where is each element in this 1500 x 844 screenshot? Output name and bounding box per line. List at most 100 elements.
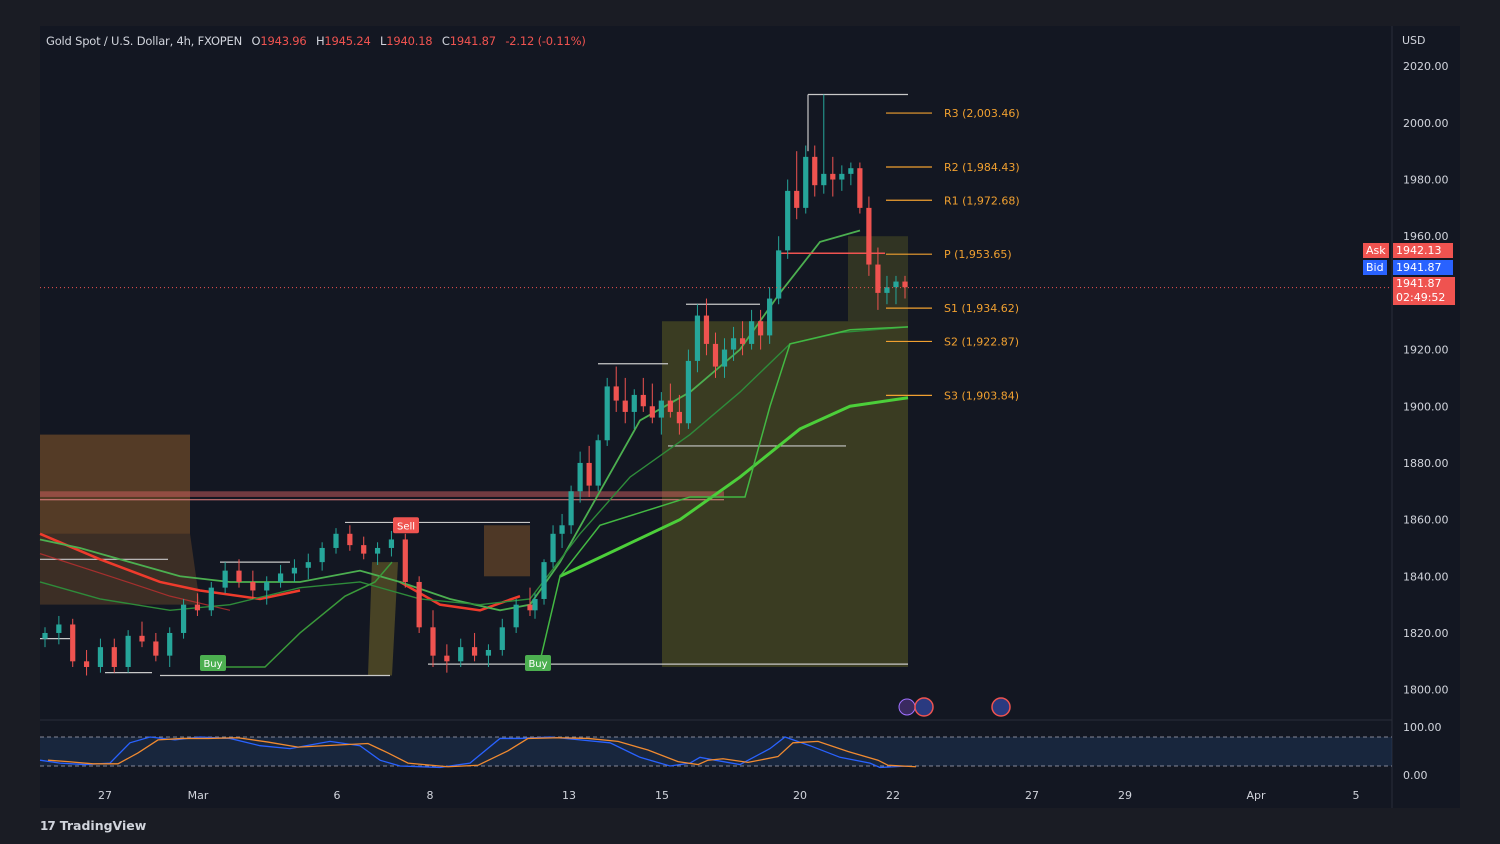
candle-body[interactable]	[658, 400, 664, 418]
candle-body[interactable]	[291, 567, 298, 574]
us-flag-icon[interactable]	[991, 697, 1011, 717]
y-tick-label: 1960.00	[1403, 230, 1449, 243]
candle-body[interactable]	[812, 156, 818, 186]
candle-body[interactable]	[640, 394, 646, 407]
candle-body[interactable]	[785, 190, 791, 251]
candle-body[interactable]	[97, 647, 104, 667]
candle-body[interactable]	[902, 281, 908, 288]
candle-body[interactable]	[613, 386, 619, 401]
tradingview-branding[interactable]: 17 TradingView	[40, 818, 146, 833]
candle-body[interactable]	[347, 533, 353, 546]
candle-body[interactable]	[208, 587, 214, 611]
candle-body[interactable]	[577, 462, 583, 492]
candle-body[interactable]	[776, 250, 782, 299]
candle-body[interactable]	[194, 604, 201, 611]
candle-body[interactable]	[631, 394, 637, 412]
tradingview-text: TradingView	[59, 818, 147, 833]
candle-body[interactable]	[532, 598, 538, 611]
signal-badge[interactable]	[393, 517, 419, 534]
symbol-title[interactable]: Gold Spot / U.S. Dollar, 4h, FXOPEN	[46, 34, 243, 48]
candle-body[interactable]	[70, 624, 76, 662]
candle-body[interactable]	[568, 491, 574, 526]
signal-badge[interactable]	[525, 655, 551, 671]
candle-body[interactable]	[180, 604, 187, 633]
candle-body[interactable]	[236, 570, 242, 582]
candle-body[interactable]	[111, 647, 117, 667]
candle-body[interactable]	[685, 360, 692, 424]
candle-body[interactable]	[712, 343, 719, 367]
candle-body[interactable]	[794, 190, 800, 208]
candle-body[interactable]	[857, 168, 863, 208]
candle-body[interactable]	[758, 321, 764, 336]
lightning-icon[interactable]	[898, 698, 916, 716]
candle-body[interactable]	[604, 386, 610, 441]
candle-body[interactable]	[42, 632, 48, 639]
candle-body[interactable]	[56, 624, 62, 633]
open-value: 1943.96	[260, 34, 307, 48]
candle-body[interactable]	[250, 581, 256, 591]
candle-body[interactable]	[471, 647, 478, 656]
candle-body[interactable]	[694, 315, 701, 361]
candle-body[interactable]	[402, 539, 408, 582]
candle-body[interactable]	[361, 545, 367, 554]
candle-body[interactable]	[222, 570, 228, 588]
us-flag-icon[interactable]	[914, 697, 934, 717]
currency-label[interactable]: USD	[1402, 34, 1426, 47]
candle-body[interactable]	[550, 533, 556, 563]
candle-body[interactable]	[388, 539, 395, 548]
candle-body[interactable]	[748, 321, 755, 344]
candle-body[interactable]	[821, 173, 827, 186]
candle-body[interactable]	[499, 627, 505, 650]
ema-slow-line	[559, 396, 909, 578]
signal-badge[interactable]	[200, 655, 226, 671]
candle-body[interactable]	[721, 349, 728, 367]
candle-body[interactable]	[730, 338, 737, 350]
y-tick-label: 2000.00	[1403, 117, 1449, 130]
candle-body[interactable]	[595, 440, 601, 486]
pivot-label: R2 (1,984.43)	[944, 161, 1020, 174]
candle-body[interactable]	[319, 547, 325, 563]
candle-body[interactable]	[485, 649, 492, 656]
candle-body[interactable]	[264, 581, 270, 591]
candle-body[interactable]	[559, 525, 565, 534]
candle-body[interactable]	[739, 338, 746, 344]
candle-body[interactable]	[848, 168, 854, 174]
candle-body[interactable]	[139, 635, 145, 642]
change-value: -2.12 (-0.11%)	[505, 34, 586, 48]
candle-body[interactable]	[839, 173, 845, 180]
candle-body[interactable]	[333, 533, 339, 548]
candle-body[interactable]	[875, 264, 881, 293]
candle-body[interactable]	[893, 281, 899, 288]
oscillator-tick-label: 100.00	[1403, 721, 1442, 734]
ask-price: 1942.13	[1393, 243, 1453, 258]
candle-body[interactable]	[767, 298, 773, 336]
candle-body[interactable]	[676, 411, 682, 424]
candle-body[interactable]	[527, 604, 533, 611]
candle-body[interactable]	[416, 581, 422, 628]
candle-body[interactable]	[167, 632, 173, 656]
candle-body[interactable]	[83, 661, 90, 667]
candle-body[interactable]	[458, 647, 464, 662]
supertrend-line	[539, 326, 909, 662]
candle-body[interactable]	[125, 635, 131, 667]
candle-body[interactable]	[667, 400, 673, 412]
candle-body[interactable]	[430, 627, 436, 656]
candle-body[interactable]	[803, 156, 809, 208]
candle-body[interactable]	[884, 287, 890, 293]
candle-body[interactable]	[586, 462, 592, 486]
candle-body[interactable]	[866, 207, 872, 265]
high-value: 1945.24	[324, 34, 371, 48]
candle-body[interactable]	[305, 562, 311, 568]
candle-body[interactable]	[830, 173, 836, 180]
candle-body[interactable]	[541, 562, 547, 599]
candle-body[interactable]	[444, 655, 450, 662]
candle-body[interactable]	[153, 641, 159, 656]
candle-body[interactable]	[374, 547, 381, 554]
candle-body[interactable]	[513, 604, 519, 628]
candle-body[interactable]	[622, 400, 628, 412]
candle-body[interactable]	[649, 406, 655, 418]
candle-body[interactable]	[703, 315, 710, 344]
ema-bear-thin	[39, 553, 231, 611]
candle-body[interactable]	[277, 573, 284, 582]
